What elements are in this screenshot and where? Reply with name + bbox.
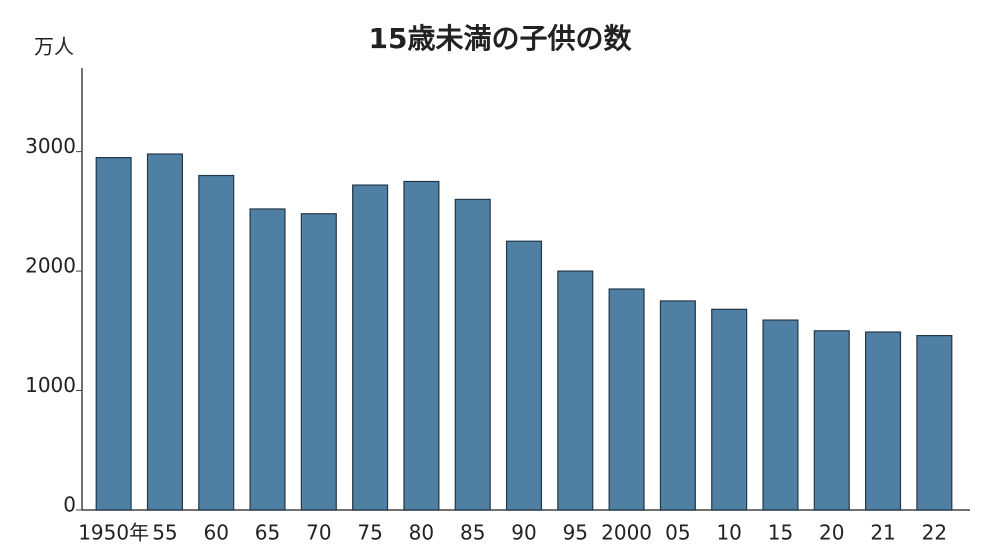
- x-tick-label: 05: [665, 521, 690, 545]
- x-tick-label: 15: [768, 521, 793, 545]
- bar: [762, 319, 799, 511]
- x-tick-label: 65: [255, 521, 280, 545]
- x-tick-label: 95: [563, 521, 588, 545]
- x-tick-label: 20: [819, 521, 844, 545]
- bar: [505, 240, 543, 511]
- bar: [557, 270, 594, 511]
- x-tick-label: 70: [306, 521, 331, 545]
- x-tick-label: 90: [511, 521, 536, 545]
- bar: [711, 308, 748, 511]
- x-tick-label: 10: [716, 521, 741, 545]
- x-tick-label: 55: [152, 521, 177, 545]
- bar: [454, 198, 491, 511]
- x-tick-label: 1950年: [78, 521, 149, 545]
- x-tick-label: 60: [204, 521, 229, 545]
- y-axis-label: 万人: [34, 35, 74, 59]
- y-tick-label: 1000: [25, 373, 76, 397]
- bar: [95, 156, 132, 511]
- y-tick-label: 3000: [25, 134, 76, 158]
- x-tick-label: 85: [460, 521, 485, 545]
- bar: [300, 213, 337, 511]
- x-tick-label: 75: [357, 521, 382, 545]
- bar: [198, 174, 235, 511]
- bar: [659, 300, 696, 511]
- chart-title: 15歳未満の子供の数: [369, 22, 633, 55]
- bar: [352, 184, 389, 511]
- bar: [916, 334, 953, 511]
- x-tick-label: 2000: [601, 521, 652, 545]
- bar: [146, 153, 183, 511]
- y-tick-label: 2000: [25, 254, 76, 278]
- x-tick-label: 21: [870, 521, 895, 545]
- bar: [403, 180, 440, 511]
- bar: [813, 330, 850, 511]
- bar: [249, 208, 286, 511]
- y-tick-label: 0: [63, 493, 76, 517]
- x-tick-label: 80: [409, 521, 434, 545]
- bar: [608, 288, 645, 511]
- bar: [865, 331, 902, 511]
- x-tick-label: 22: [922, 521, 947, 545]
